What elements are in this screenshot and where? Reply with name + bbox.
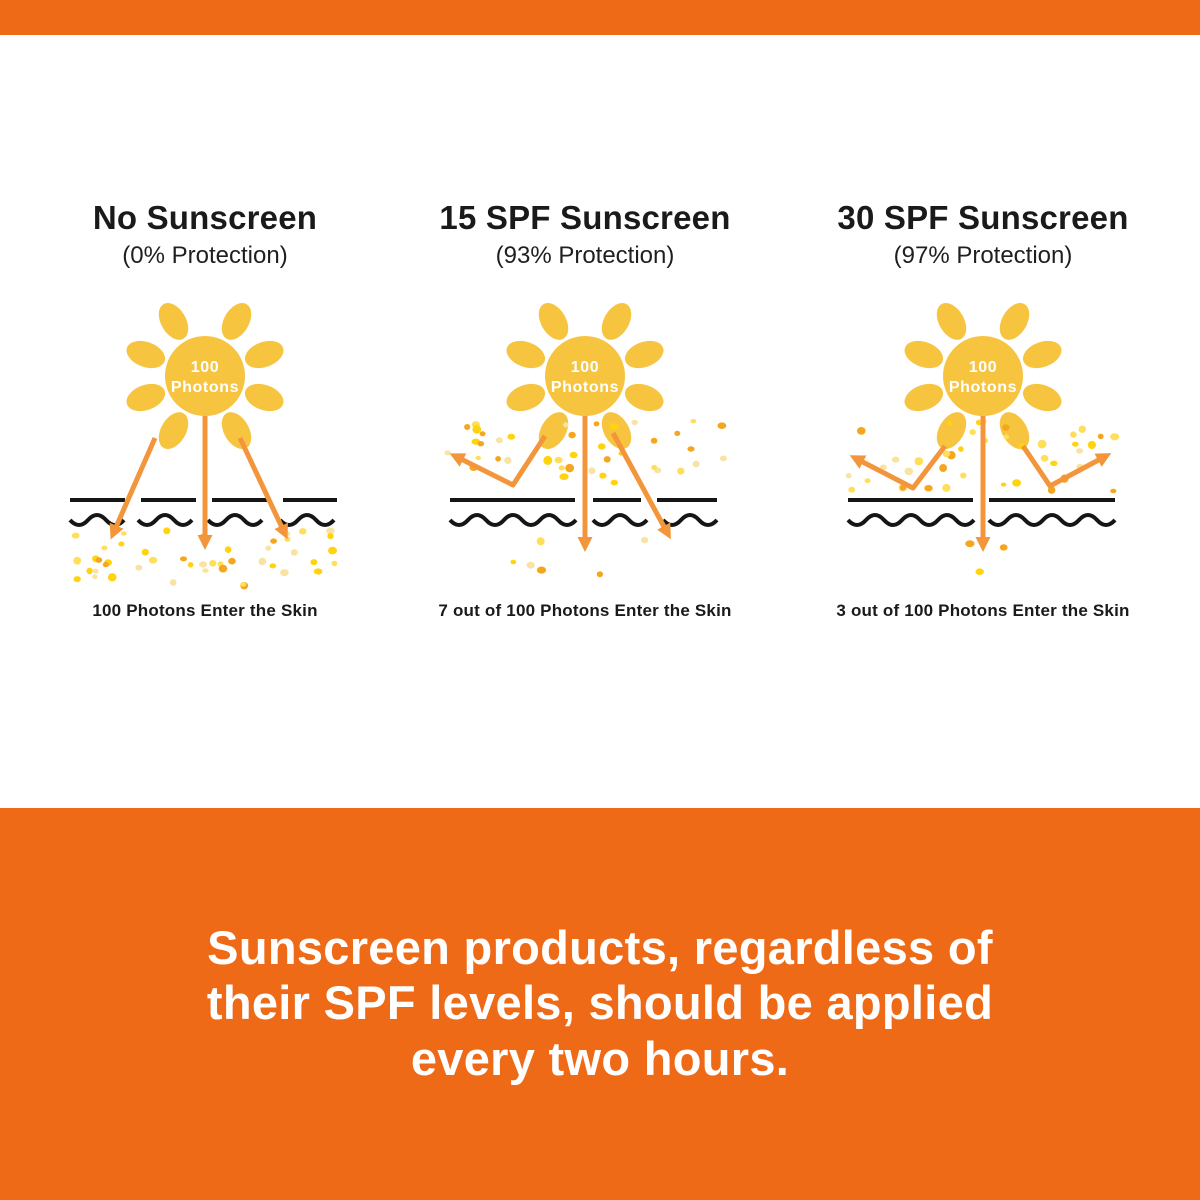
photon-ray-absorbed xyxy=(237,436,288,540)
photon-dots-below-skin xyxy=(71,527,338,590)
top-accent-bar xyxy=(0,0,1200,35)
skin-wavy-line xyxy=(661,512,719,527)
skin-wavy-line xyxy=(987,512,1117,527)
photon-dots-above-skin xyxy=(444,418,727,486)
sun-icon: 100 Photons xyxy=(904,302,1062,449)
sun-photon-count: 100 xyxy=(191,359,220,376)
banner-text-line: their SPF levels, should be applied xyxy=(206,976,994,1030)
sun-icon: 100 Photons xyxy=(506,302,664,449)
panel-subtitle: (0% Protection) xyxy=(122,241,288,269)
photon-dots-below-skin xyxy=(965,540,1008,575)
spf30-diagram: 100 Photons xyxy=(845,302,1120,575)
bottom-banner: Sunscreen products, regardless of their … xyxy=(0,808,1200,1200)
photon-ray-absorbed xyxy=(610,431,671,540)
photon-dots-below-skin xyxy=(510,536,649,578)
sun-icon: 100 Photons xyxy=(126,302,284,449)
banner-text-line: Sunscreen products, regardless of xyxy=(207,921,993,974)
banner-text-line: every two hours. xyxy=(410,1031,790,1085)
skin-layers xyxy=(448,497,719,527)
spf15-diagram: 100 Photons xyxy=(444,302,727,578)
photon-rays xyxy=(449,415,671,552)
skin-layers xyxy=(846,497,1117,527)
photon-ray-absorbed xyxy=(109,436,158,540)
sun-photon-count: 100 xyxy=(571,359,600,376)
sun-photon-count: 100 xyxy=(969,359,998,376)
skin-wavy-line xyxy=(591,512,649,527)
skin-wavy-line xyxy=(206,512,264,527)
skin-wavy-line xyxy=(846,512,976,527)
photon-rays xyxy=(109,415,288,550)
panel-caption: 7 out of 100 Photons Enter the Skin xyxy=(438,600,732,620)
panel-caption: 3 out of 100 Photons Enter the Skin xyxy=(836,600,1130,620)
skin-wavy-line xyxy=(278,512,336,527)
skin-layers xyxy=(68,497,337,527)
skin-wavy-line xyxy=(448,512,578,527)
comparison-panels: No Sunscreen (0% Protection) 100 Photons xyxy=(0,199,1200,621)
photon-rays xyxy=(849,415,1112,552)
panel-subtitle: (93% Protection) xyxy=(495,241,675,269)
panel-caption: 100 Photons Enter the Skin xyxy=(92,600,318,620)
photon-ray-reflected xyxy=(449,434,548,488)
no-sunscreen-diagram: 100 Photons xyxy=(68,302,338,590)
photon-ray-reflected xyxy=(849,444,947,491)
panel-subtitle: (97% Protection) xyxy=(893,241,1073,269)
panel-spf-15: 15 SPF Sunscreen (93% Protection) 100 Ph… xyxy=(395,199,775,621)
panel-spf-30: 30 SPF Sunscreen (97% Protection) 100 Ph… xyxy=(793,199,1173,621)
panel-title: No Sunscreen xyxy=(92,199,318,236)
panel-title: 30 SPF Sunscreen xyxy=(837,199,1129,236)
photon-ray-reflected xyxy=(1020,444,1112,489)
sun-photon-word: Photons xyxy=(171,379,239,396)
sun-photon-word: Photons xyxy=(949,379,1017,396)
sun-photon-word: Photons xyxy=(551,379,619,396)
skin-wavy-line xyxy=(136,512,194,527)
panel-no-sunscreen: No Sunscreen (0% Protection) 100 Photons xyxy=(15,199,395,621)
panel-title: 15 SPF Sunscreen xyxy=(439,199,731,236)
